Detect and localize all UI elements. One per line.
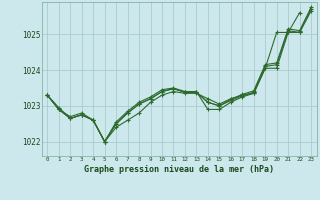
X-axis label: Graphe pression niveau de la mer (hPa): Graphe pression niveau de la mer (hPa): [84, 165, 274, 174]
